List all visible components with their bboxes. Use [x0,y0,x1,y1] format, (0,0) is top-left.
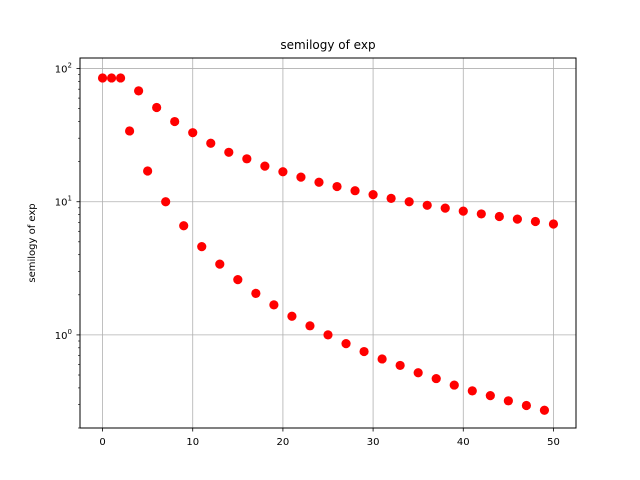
y-axis-label: semilogy of exp [27,203,38,282]
data-point [106,73,117,83]
x-tick-label: 20 [277,437,290,448]
data-point [548,219,559,229]
data-point [251,288,261,298]
data-point [206,138,216,148]
x-axis-ticks: 0 10 20 30 40 50 [99,428,560,448]
data-point [512,214,522,224]
x-tick-label: 50 [547,437,560,448]
data-point [260,161,270,171]
data-point [368,190,378,200]
data-point [269,300,279,310]
data-point [152,102,162,113]
data-point [377,354,387,364]
scatter-points [97,73,559,415]
data-point [521,400,532,411]
y-tick-label: 101 [55,195,72,209]
data-point [161,197,171,207]
data-point [350,186,360,196]
y-tick-label: 102 [55,62,72,76]
y-axis-ticks: 100 101 102 [55,62,80,429]
data-point [359,346,369,357]
data-point [476,209,486,219]
data-point [125,126,135,136]
data-point [115,73,126,83]
data-point [539,405,550,415]
plot-frame [79,57,577,429]
data-point [404,197,414,207]
data-point [224,147,234,157]
data-point [215,259,225,269]
data-point [413,368,423,378]
data-point [305,321,315,331]
data-point [179,221,189,231]
data-point [503,396,513,406]
data-point [386,193,396,203]
data-point [440,203,450,213]
data-point [332,181,342,192]
data-point [134,86,144,96]
data-point [449,380,459,390]
x-tick-label: 0 [99,437,105,448]
data-point [530,216,541,227]
data-point [296,172,306,182]
data-point [485,391,495,401]
data-point [287,311,297,321]
data-point [233,275,243,285]
data-point [278,167,288,177]
data-point [458,206,468,216]
data-point [97,73,108,83]
x-tick-label: 40 [457,437,470,448]
y-tick-label: 100 [55,328,72,342]
x-tick-label: 10 [186,437,199,448]
data-point [242,154,252,164]
data-point [197,242,207,252]
x-tick-label: 30 [367,437,380,448]
data-point [323,330,333,340]
data-point [395,360,405,371]
data-point [494,211,504,222]
data-point [143,166,153,176]
data-point [314,177,324,187]
data-point [341,339,351,349]
data-point [188,128,198,138]
data-point [431,373,441,384]
data-point [170,116,180,127]
data-point [422,200,432,210]
chart-title: semilogy of exp [280,38,375,52]
data-point [467,386,477,396]
